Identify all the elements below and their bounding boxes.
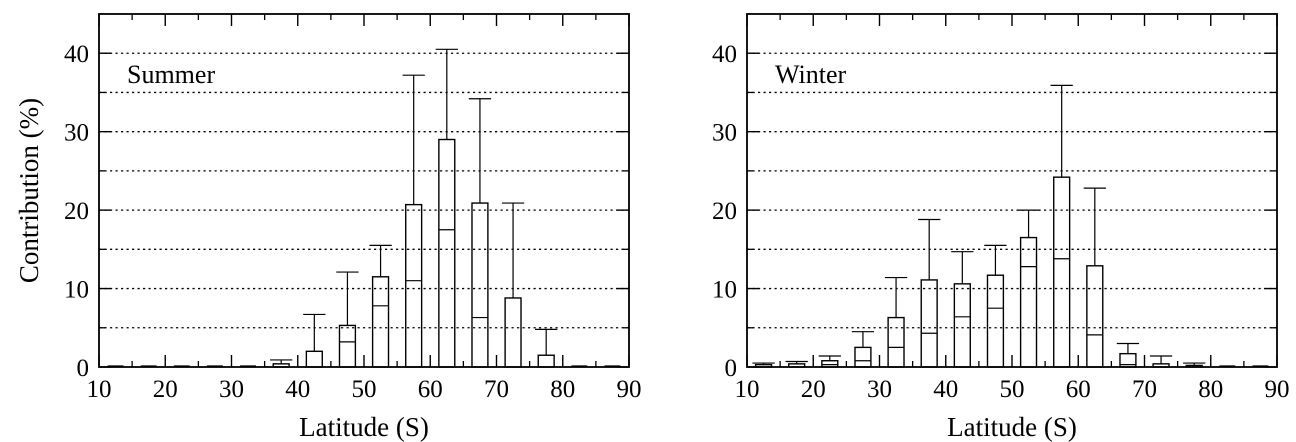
bar — [438, 138, 456, 368]
x-tick-label: 40 — [285, 376, 310, 403]
bar — [371, 276, 390, 368]
y-tick-label: 20 — [712, 198, 737, 225]
y-tick-label: 40 — [64, 41, 89, 68]
y-tick-label: 30 — [712, 120, 737, 147]
summer-panel: 10 20 30 40 50 60 70 80 90010203040SummerLatitud… — [14, 13, 642, 442]
bar — [405, 203, 423, 368]
bar — [920, 279, 938, 368]
y-tick-label: 30 — [64, 120, 89, 147]
x-tick-label: 90 — [617, 376, 642, 403]
bar — [1053, 176, 1071, 368]
y-axis-label: Contribution (%) — [14, 98, 44, 283]
x-tick-label: 50 — [352, 376, 377, 403]
bar — [1019, 236, 1038, 368]
plot-frame — [98, 13, 630, 368]
bar — [471, 202, 489, 368]
x-tick-label: 10 — [735, 376, 760, 403]
x-axis-label: Latitude (S) — [947, 412, 1077, 442]
bar — [504, 297, 522, 368]
bar — [305, 350, 323, 368]
bar — [953, 283, 971, 368]
y-tick-label: 0 — [725, 355, 738, 382]
y-tick-label: 0 — [77, 355, 90, 382]
bar — [854, 346, 872, 368]
x-tick-label: 60 — [1066, 376, 1091, 403]
bar — [887, 316, 905, 368]
y-tick-label: 10 — [64, 277, 89, 304]
x-axis-label: Latitude (S) — [299, 412, 429, 442]
y-tick-label: 20 — [64, 198, 89, 225]
winter-panel: 10 20 30 40 50 60 70 80 90010203040WinterLatitud… — [712, 13, 1290, 442]
x-tick-label: 30 — [219, 376, 244, 403]
x-tick-label: 70 — [484, 376, 509, 403]
panel-label: Summer — [127, 60, 215, 89]
x-tick-label: 90 — [1265, 376, 1290, 403]
plot-frame — [746, 13, 1278, 368]
x-tick-label: 40 — [933, 376, 958, 403]
x-tick-label: 80 — [550, 376, 575, 403]
x-tick-label: 30 — [867, 376, 892, 403]
x-tick-label: 80 — [1198, 376, 1223, 403]
x-tick-label: 20 — [153, 376, 178, 403]
x-tick-label: 70 — [1132, 376, 1157, 403]
panel-label: Winter — [775, 60, 846, 89]
bar — [1086, 265, 1104, 368]
y-tick-label: 40 — [712, 41, 737, 68]
bar — [537, 354, 555, 368]
y-tick-label: 10 — [712, 277, 737, 304]
x-tick-label: 10 — [87, 376, 112, 403]
x-tick-label: 20 — [801, 376, 826, 403]
bar — [338, 324, 357, 368]
bar — [821, 360, 839, 368]
x-tick-label: 60 — [418, 376, 443, 403]
x-tick-label: 50 — [1000, 376, 1025, 403]
